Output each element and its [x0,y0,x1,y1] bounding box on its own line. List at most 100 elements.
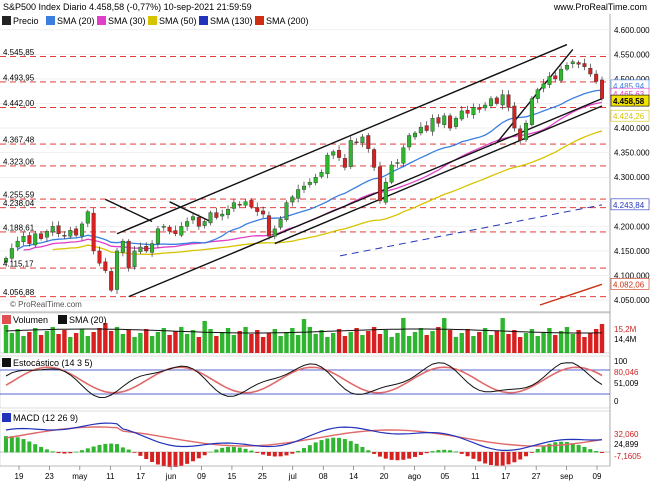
x-tick-label: 19 [15,472,24,481]
volume-bar [377,334,383,353]
candle-body [488,98,493,106]
volume-bar [366,331,371,353]
value-label-box [610,109,650,122]
y-tick-label: 4.200.000 [614,222,650,231]
candle-body [430,118,435,132]
candle-body [395,162,400,164]
macd-histogram-bar [85,448,90,453]
macd-histogram-bar [582,446,587,453]
candle-body [79,223,84,237]
macd-histogram-bar [372,452,377,454]
candle-body [190,216,195,221]
volume-bar [108,331,114,353]
sma200-value-label: 4.082,06 [613,280,645,289]
volume-bar [348,332,353,353]
candle-body [529,98,534,125]
volume-bar [459,333,464,353]
candle-body [296,189,301,199]
candle-body [459,110,464,120]
y-tick-label: 4.500.000 [614,75,650,84]
volume-label-1: 15,2M [614,325,637,334]
volume-bar [173,331,178,353]
macd-histogram-bar [529,452,534,453]
volume-label-2: 14,4M [614,335,637,344]
volume-bar [599,324,605,353]
candle-body [214,212,219,218]
volume-bar [225,328,231,353]
volume-bar [255,330,260,353]
x-tick-label: 23 [45,472,54,481]
candle-body [74,228,79,236]
macd-histogram-bar [284,452,289,456]
legend-sma30: SMA (30) [108,16,146,26]
volume-bar [453,337,459,353]
candle-body [138,246,143,252]
stoch-tick-100: 100 [614,357,628,366]
volume-bar [313,334,318,353]
volume-bar [161,328,166,353]
macd-histogram-bar [331,437,336,453]
macd-histogram-bar [524,452,529,457]
stoch-label-2: 51,009 [614,379,639,388]
x-tick-label: 17 [136,472,145,481]
macd-histogram-bar [120,447,125,453]
volume-bar [336,329,342,353]
macd-histogram-bar [313,442,318,453]
candle-body [278,218,283,228]
macd-histogram-bar [448,450,453,453]
macd-histogram-bar [483,452,488,464]
candle-body [155,228,160,244]
volume-bar [167,335,172,353]
volume-bar [249,334,254,353]
macd-histogram-bar [442,449,447,453]
candle-body [97,250,102,264]
volume-bar [471,336,476,353]
macd-histogram-bar [377,452,382,457]
price-value-label: 4.458,58 [613,97,645,106]
y-tick-label: 4.150.000 [614,247,650,256]
macd-legend: MACD (12 26 9) [2,413,78,423]
macd-histogram-bar [407,452,412,459]
volume-bar [68,337,73,353]
macd-histogram-bar [196,452,201,459]
macd-histogram-bar [155,452,160,465]
macd-histogram-bar [337,437,342,453]
volume-bar [85,336,91,353]
candle-body [500,94,505,106]
macd-histogram-bar [167,452,172,468]
volume-bar [389,337,394,353]
macd-histogram-bar [512,452,517,463]
legend-sma130: SMA (130) [210,16,253,26]
macd-line [5,422,603,451]
left-price-label: 4.442,00 [3,99,35,108]
x-tick-label: sep [560,472,573,481]
volume-bar [73,333,79,353]
candle-body [372,149,377,168]
volume-bar [79,329,85,353]
candle-body [471,107,476,116]
volume-bar [132,337,137,353]
macd-histogram-bar [272,452,277,457]
sma200-line [539,283,603,306]
candle-body [120,240,125,253]
macd-histogram-bar [144,452,149,460]
x-tick-label: 05 [440,472,449,481]
candle-body [424,125,429,131]
volume-bar [564,327,570,353]
candle-body [442,115,447,125]
volume-bar [272,329,277,353]
candle-body [272,228,277,237]
macd-histogram-bar [588,449,593,453]
volume-bar [27,332,32,353]
candle-body [85,211,90,224]
macd-histogram-bar [62,452,67,454]
macd-histogram-bar [401,452,406,460]
volume-bar [307,327,313,353]
value-label-box [610,94,650,107]
value-label-box [610,278,650,290]
candle-body [524,122,529,140]
candle-body [337,150,342,158]
candle-body [331,151,336,156]
stoch-label-1: 80,046 [614,368,639,377]
